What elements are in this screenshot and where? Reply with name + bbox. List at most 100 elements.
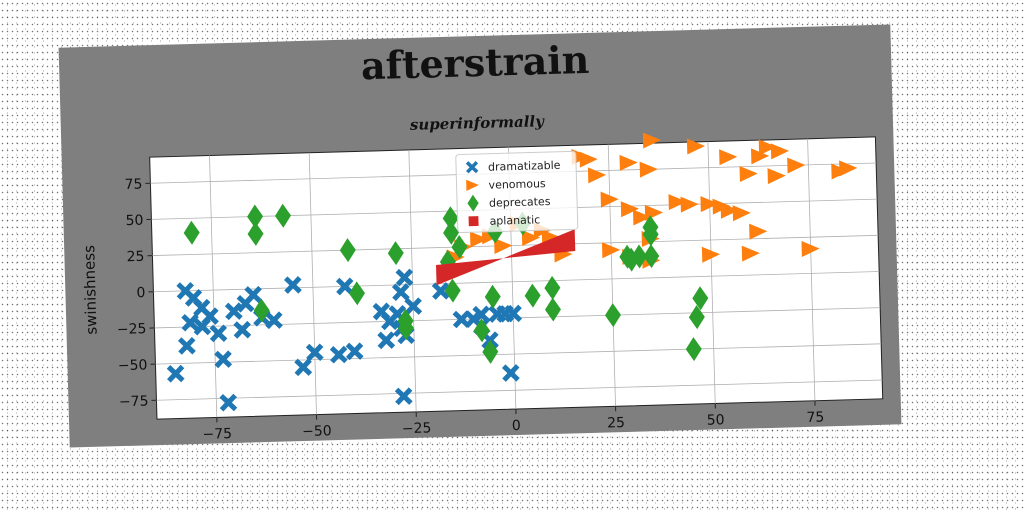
y-tick-label: −75: [119, 394, 149, 411]
data-point-deprecates: [247, 204, 264, 229]
y-gridline: [155, 343, 882, 365]
legend-marker-dramatizable: [465, 160, 479, 174]
data-point-dramatizable: [166, 364, 185, 383]
y-gridline: [156, 379, 883, 401]
scatter-chart: afterstrain superinformally −75 −50 −25 0 25…: [80, 37, 884, 448]
data-point-deprecates: [544, 297, 561, 322]
x-tick-label: −50: [302, 423, 332, 440]
data-point-deprecates: [444, 278, 461, 303]
data-point-dramatizable: [283, 276, 302, 294]
data-point-venomous: [587, 167, 607, 184]
data-point-dramatizable: [391, 283, 410, 301]
data-point-deprecates: [631, 244, 648, 269]
data-point-venomous: [767, 168, 786, 185]
data-point-venomous: [469, 231, 489, 248]
data-point-dramatizable: [294, 358, 313, 377]
legend-label: aplanatic: [489, 213, 540, 227]
x-gridline: [408, 149, 417, 412]
data-point-venomous: [494, 238, 513, 255]
legend: dramatizable venomous deprecates aplanatic: [455, 150, 579, 234]
data-point-deprecates: [451, 235, 468, 260]
data-point-venomous: [720, 202, 739, 219]
y-gridline: [153, 271, 880, 293]
data-point-venomous: [732, 205, 751, 222]
data-point-deprecates: [443, 220, 460, 245]
legend-marker-deprecates: [467, 194, 479, 212]
data-point-venomous: [750, 148, 770, 165]
data-point-venomous: [680, 196, 699, 213]
data-point-venomous: [620, 201, 639, 218]
data-point-dramatizable: [233, 320, 252, 339]
data-point-dramatizable: [345, 342, 364, 361]
axis-ticks: −75 −50 −25 0 25 50 75 −75 −50 −25 0 25 50 75: [117, 176, 825, 443]
data-point-dramatizable: [501, 364, 520, 382]
data-point-dramatizable: [329, 345, 348, 364]
data-point-venomous: [600, 191, 619, 208]
data-point-dramatizable: [305, 343, 324, 362]
x-tick-label: −25: [402, 420, 432, 437]
data-point-deprecates: [442, 206, 459, 231]
data-point-dramatizable: [219, 393, 238, 412]
data-point-venomous: [579, 151, 598, 168]
x-tick-label: 75: [806, 409, 824, 425]
data-point-venomous: [642, 132, 662, 149]
legend-marker-aplanatic: [468, 216, 479, 227]
data-point-dramatizable: [181, 313, 200, 332]
x-tick-label: 50: [707, 412, 725, 428]
data-point-deprecates: [339, 238, 356, 263]
data-point-deprecates: [688, 305, 705, 330]
x-axis-label: knaidel: [493, 432, 548, 447]
chart-figure: afterstrain superinformally −75 −50 −25 0 25…: [58, 24, 902, 448]
y-tick-label: 0: [136, 285, 145, 301]
data-point-dramatizable: [209, 324, 228, 343]
data-point-deprecates: [247, 221, 264, 246]
data-band-aplanatic: [436, 229, 576, 286]
data-point-deprecates: [623, 247, 640, 272]
chart-title: afterstrain: [360, 37, 590, 88]
data-point-venomous: [741, 245, 760, 262]
x-tick-label: −75: [202, 426, 232, 443]
data-point-venomous: [521, 230, 541, 247]
y-axis-label: swinishness: [80, 245, 101, 335]
data-point-dramatizable: [265, 311, 283, 330]
legend-label: venomous: [488, 177, 546, 192]
data-point-deprecates: [387, 241, 404, 266]
data-point-dramatizable: [395, 268, 414, 287]
data-point-dramatizable: [177, 336, 196, 355]
x-tick-label: 25: [607, 415, 625, 431]
data-point-venomous: [758, 139, 777, 156]
data-point-venomous: [686, 138, 706, 155]
data-point-dramatizable: [431, 282, 450, 300]
data-point-deprecates: [605, 303, 621, 328]
x-gridline: [308, 152, 317, 415]
data-point-dramatizable: [214, 350, 233, 369]
data-point-venomous: [632, 209, 652, 226]
data-point-deprecates: [643, 244, 660, 269]
data-point-deprecates: [473, 318, 490, 343]
data-point-venomous: [749, 223, 768, 240]
y-tick-label: 75: [124, 176, 142, 192]
data-point-venomous: [770, 143, 790, 160]
data-point-venomous: [639, 161, 658, 178]
y-tick-label: 50: [125, 213, 143, 229]
data-point-dramatizable: [244, 285, 263, 304]
x-gridline: [707, 141, 716, 404]
data-point-deprecates: [397, 316, 414, 341]
data-point-deprecates: [642, 222, 659, 247]
data-point-deprecates: [482, 339, 499, 364]
y-tick-label: −25: [117, 321, 147, 338]
data-point-venomous: [719, 149, 738, 166]
data-point-dramatizable: [335, 277, 354, 296]
data-point-deprecates: [484, 284, 501, 309]
data-point-dramatizable: [377, 331, 396, 350]
data-point-venomous: [801, 241, 820, 258]
data-point-venomous: [619, 154, 638, 171]
data-point-deprecates: [183, 220, 200, 245]
legend-marker-venomous: [466, 179, 479, 191]
data-point-dramatizable: [394, 387, 413, 406]
legend-box: [455, 150, 579, 234]
data-point-venomous: [739, 166, 758, 183]
data-point-dramatizable: [224, 302, 243, 321]
data-point-venomous: [701, 246, 721, 263]
data-point-deprecates: [692, 286, 709, 311]
